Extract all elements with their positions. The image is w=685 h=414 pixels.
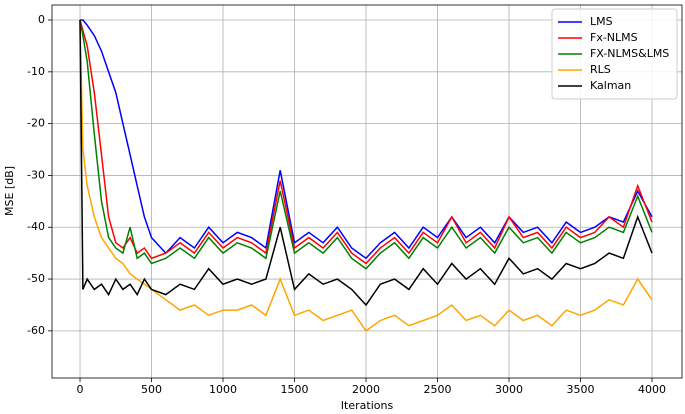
x-tick-label: 1000 <box>209 383 237 396</box>
series-line <box>79 19 653 332</box>
x-tick-label: 2000 <box>352 383 380 396</box>
x-axis-label: Iterations <box>341 399 394 412</box>
series-line <box>79 19 653 307</box>
x-tick-label: 3500 <box>566 383 594 396</box>
x-tick-label: 3000 <box>495 383 523 396</box>
plot-frame <box>51 4 683 379</box>
legend-label: FX-NLMS&LMS <box>590 47 669 60</box>
x-tick-label: 0 <box>77 383 84 396</box>
x-tick-label: 500 <box>141 383 162 396</box>
series-line <box>79 19 653 265</box>
x-tick-label: 1500 <box>281 383 309 396</box>
legend: LMS Fx-NLMS FX-NLMS&LMS RLS Kalman <box>551 8 678 100</box>
legend-label: Kalman <box>590 79 631 92</box>
x-tick-label: 4000 <box>638 383 666 396</box>
legend-label: Fx-NLMS <box>590 31 638 44</box>
y-tick-label: -30 <box>27 168 45 181</box>
series-line <box>80 19 653 260</box>
y-tick-label: -10 <box>27 65 45 78</box>
y-tick-label: -20 <box>27 117 45 130</box>
y-tick-label: -50 <box>27 272 45 285</box>
y-tick-label: 0 <box>38 13 45 26</box>
x-tick-label: 2500 <box>423 383 451 396</box>
legend-box <box>551 8 678 100</box>
y-tick-label: -60 <box>27 324 45 337</box>
legend-label: RLS <box>590 63 611 76</box>
y-axis-label: MSE [dB] <box>3 166 16 216</box>
series-line <box>79 19 653 270</box>
legend-label: LMS <box>590 15 613 28</box>
y-tick-label: -40 <box>27 220 45 233</box>
